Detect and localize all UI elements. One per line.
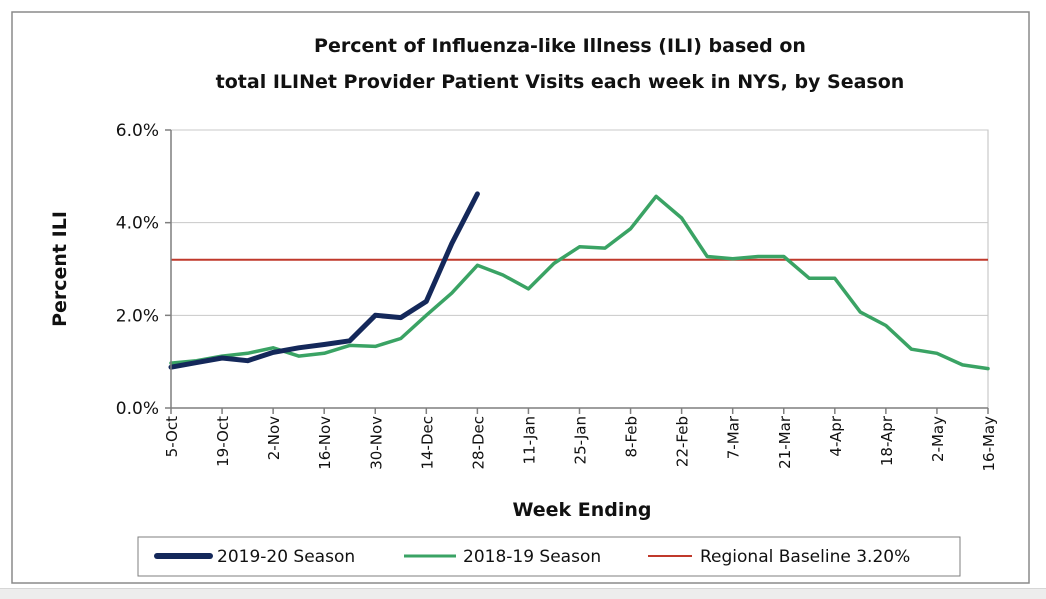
y-tick-label: 2.0% xyxy=(116,306,159,326)
plot-area xyxy=(170,129,989,409)
x-tick-label: 19-Oct xyxy=(214,416,232,467)
bottom-strip xyxy=(0,588,1046,599)
y-axis-ticks: 0.0% 2.0% 4.0% 6.0% xyxy=(116,121,171,419)
data-series xyxy=(168,191,990,371)
x-axis-ticks: 5-Oct 19-Oct 2-Nov 16-Nov 30-Nov 14-Dec 28-Dec… xyxy=(163,408,998,472)
x-axis-title: Week Ending xyxy=(512,499,651,521)
legend: 2019-20 Season 2018-19 Season Regional B… xyxy=(137,536,961,577)
x-tick-label: 4-Apr xyxy=(827,415,845,456)
y-axis-title: Percent ILI xyxy=(49,211,71,327)
legend-label-2019-20: 2019-20 Season xyxy=(217,547,355,567)
x-tick-label: 25-Jan xyxy=(572,416,590,464)
x-tick-label: 2-Nov xyxy=(265,416,283,460)
legend-box xyxy=(137,536,961,577)
chart: Percent of Influenza-like Illness (ILI) … xyxy=(11,11,1030,584)
chart-title-line-2: total ILINet Provider Patient Visits eac… xyxy=(216,71,905,93)
series-line-2018-19 xyxy=(169,194,990,371)
series-line-2019-20 xyxy=(168,191,480,370)
x-tick-label: 7-Mar xyxy=(725,415,743,459)
x-tick-label: 30-Nov xyxy=(367,416,385,470)
chart-title-line-1: Percent of Influenza-like Illness (ILI) … xyxy=(314,35,806,57)
y-tick-label: 0.0% xyxy=(116,399,159,419)
legend-label-2018-19: 2018-19 Season xyxy=(463,547,601,567)
x-tick-label: 14-Dec xyxy=(418,416,436,470)
x-tick-label: 2-May xyxy=(929,416,947,462)
x-tick-label: 22-Feb xyxy=(674,416,692,467)
x-tick-label: 28-Dec xyxy=(469,416,487,470)
x-tick-label: 8-Feb xyxy=(623,416,641,458)
gridlines xyxy=(171,129,988,316)
x-tick-label: 16-May xyxy=(980,416,998,472)
x-tick-label: 21-Mar xyxy=(776,415,794,469)
legend-label-baseline: Regional Baseline 3.20% xyxy=(700,547,910,567)
y-tick-label: 6.0% xyxy=(116,121,159,141)
y-tick-label: 4.0% xyxy=(116,214,159,234)
x-tick-label: 11-Jan xyxy=(520,416,538,464)
x-tick-label: 5-Oct xyxy=(163,416,181,457)
x-tick-label: 16-Nov xyxy=(316,416,334,470)
right-strip xyxy=(1031,0,1046,588)
x-tick-label: 18-Apr xyxy=(878,415,896,466)
